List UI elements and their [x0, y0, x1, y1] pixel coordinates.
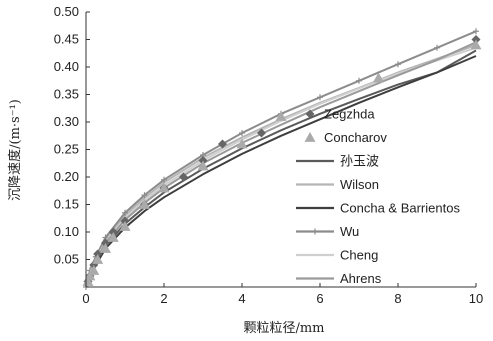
- data-point: [88, 265, 100, 275]
- data-point: [107, 232, 119, 242]
- legend-label: Concha & Barrientos: [340, 201, 460, 216]
- series-point: [317, 94, 323, 101]
- legend-label: Wilson: [340, 177, 379, 192]
- data-point: [275, 111, 287, 121]
- data-point: [218, 139, 227, 149]
- legend-label: Concharov: [324, 130, 387, 145]
- legend-item: 孙玉波: [296, 154, 379, 169]
- axes: 0 2 4 6 8 10 0.05 0.10 0.15 0.20 0.25 0.30 0.35 0.40…: [54, 4, 484, 306]
- data-point: [470, 39, 482, 50]
- data-point: [179, 172, 188, 182]
- legend-item: Wilson: [296, 177, 379, 192]
- series-line-3: [85, 30, 477, 288]
- legend-label: Zegzhda: [324, 107, 375, 122]
- series-point: [473, 28, 479, 35]
- data-point: [158, 182, 170, 193]
- data-point: [119, 221, 131, 231]
- x-tick-label: 10: [469, 291, 483, 306]
- series-layer: [82, 28, 482, 290]
- y-tick-label: 0.05: [54, 252, 79, 267]
- y-tick-label: 0.25: [54, 142, 79, 157]
- series-point: [434, 44, 440, 51]
- x-tick-label: 8: [394, 291, 401, 306]
- series-line-4: [85, 46, 477, 288]
- series-point: [141, 192, 148, 199]
- data-point: [373, 72, 384, 83]
- legend-label: Ahrens: [340, 271, 382, 286]
- data-point: [236, 138, 248, 149]
- data-point: [197, 160, 209, 171]
- series-point: [161, 176, 167, 183]
- y-tick-label: 0.10: [54, 224, 79, 239]
- y-ticks: 0.05 0.10 0.15 0.20 0.25 0.30 0.35 0.40 0.45 0.50: [54, 4, 90, 267]
- legend: Zegzhda Concharov 孙玉波 Wilson Concha & Barrie…: [296, 107, 460, 286]
- data-point: [92, 254, 104, 264]
- x-ticks: 0 2 4 6 8 10: [82, 283, 483, 306]
- series-line-2: [85, 55, 477, 288]
- series-line-0: [85, 49, 477, 288]
- x-tick-label: 6: [316, 291, 323, 306]
- legend-item: Ahrens: [296, 271, 382, 286]
- series-point: [122, 209, 128, 216]
- legend-item: Zegzhda: [305, 107, 375, 122]
- y-tick-label: 0.45: [54, 32, 79, 47]
- plot-area: [82, 28, 482, 290]
- data-point: [84, 270, 96, 281]
- y-tick-label: 0.20: [54, 169, 79, 184]
- data-point: [257, 128, 266, 138]
- data-point: [82, 276, 94, 286]
- x-axis-label: 颗粒粒径/mm: [243, 321, 324, 336]
- legend-marker: [304, 132, 316, 142]
- legend-label: Wu: [340, 224, 359, 239]
- data-point: [100, 243, 111, 253]
- y-tick-label: 0.40: [54, 59, 79, 74]
- legend-item: Wu: [296, 224, 359, 239]
- series-point: [239, 130, 245, 136]
- legend-item: Concha & Barrientos: [296, 201, 460, 216]
- series-line-1: [85, 44, 477, 288]
- legend-label: Cheng: [340, 248, 378, 263]
- legend-marker: [305, 109, 315, 119]
- y-tick-label: 0.30: [54, 114, 79, 129]
- legend-item: Cheng: [296, 248, 378, 263]
- series-point: [356, 77, 362, 84]
- x-tick-label: 2: [160, 291, 167, 306]
- legend-item: Concharov: [304, 130, 387, 145]
- legend-label: 孙玉波: [340, 154, 379, 169]
- y-tick-label: 0.35: [54, 87, 79, 102]
- y-tick-label: 0.15: [54, 197, 79, 212]
- x-tick-label: 0: [82, 291, 89, 306]
- y-axis-label: 沉降速度/(m·s⁻¹): [7, 99, 23, 201]
- x-tick-label: 4: [238, 291, 245, 306]
- y-tick-label: 0.50: [54, 4, 79, 19]
- data-point: [139, 199, 150, 209]
- series-point: [395, 61, 401, 68]
- legend-marker: [312, 228, 318, 235]
